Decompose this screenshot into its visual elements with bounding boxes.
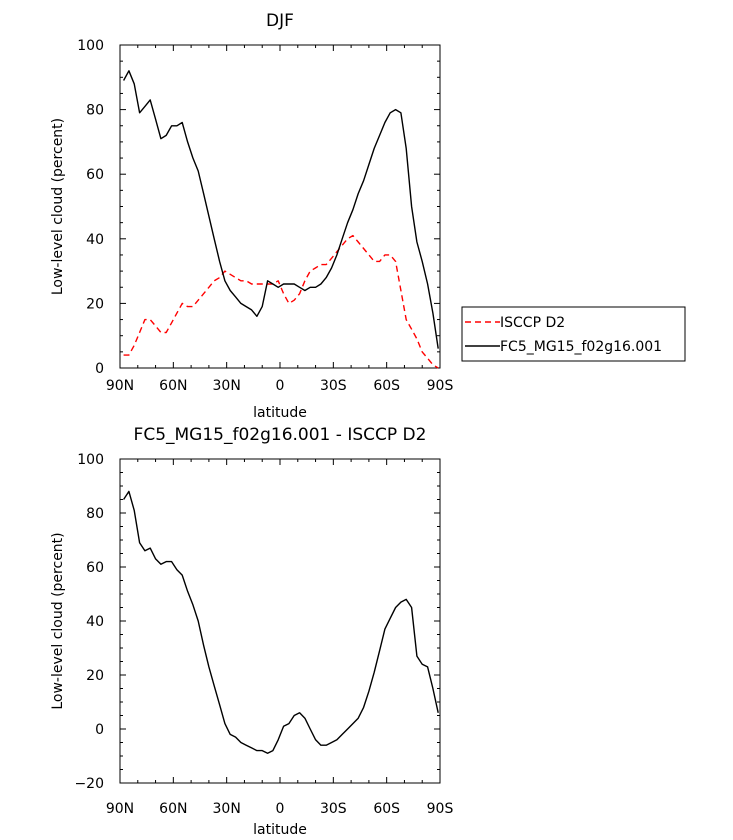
x-tick-label: 60N [159,801,187,817]
y-tick-label: 0 [95,361,104,377]
plot-frame [119,44,441,369]
difference-series-line [123,490,439,754]
y-tick-label: 60 [86,167,104,183]
y-tick-label: 40 [86,614,104,630]
chart-title: FC5_MG15_f02g16.001 - ISCCP D2 [134,425,427,445]
x-axis-label: latitude [253,822,307,838]
y-tick-label: 100 [77,452,104,468]
y-tick-label: 0 [95,722,104,738]
y-tick-label: 100 [77,38,104,54]
x-tick-label: 30N [213,378,241,394]
y-tick-label: 40 [86,232,104,248]
y-axis-label: Low-level cloud (percent) [50,118,66,295]
y-tick-label: 20 [86,668,104,684]
x-axis-label: latitude [253,405,307,421]
chart-title: DJF [266,11,294,31]
legend-box [461,306,686,362]
x-tick-label: 30S [320,378,347,394]
x-tick-label: 60S [373,801,400,817]
x-tick-label: 0 [276,801,285,817]
x-tick-label: 30N [213,801,241,817]
y-tick-label: 60 [86,560,104,576]
legend-label: FC5_MG15_f02g16.001 [500,339,662,355]
x-tick-label: 90N [106,378,134,394]
y-tick-label: 80 [86,506,104,522]
x-tick-label: 60S [373,378,400,394]
x-tick-label: 30S [320,801,347,817]
x-tick-label: 60N [159,378,187,394]
series-line [123,234,439,369]
y-tick-label: −20 [74,776,104,792]
x-tick-label: 0 [276,378,285,394]
series-line [122,70,439,349]
legend-label: ISCCP D2 [500,315,565,331]
x-tick-label: 90S [427,801,454,817]
y-tick-label: 80 [86,103,104,119]
x-tick-label: 90S [427,378,454,394]
y-tick-label: 20 [86,296,104,312]
y-axis-label: Low-level cloud (percent) [50,532,66,709]
x-tick-label: 90N [106,801,134,817]
